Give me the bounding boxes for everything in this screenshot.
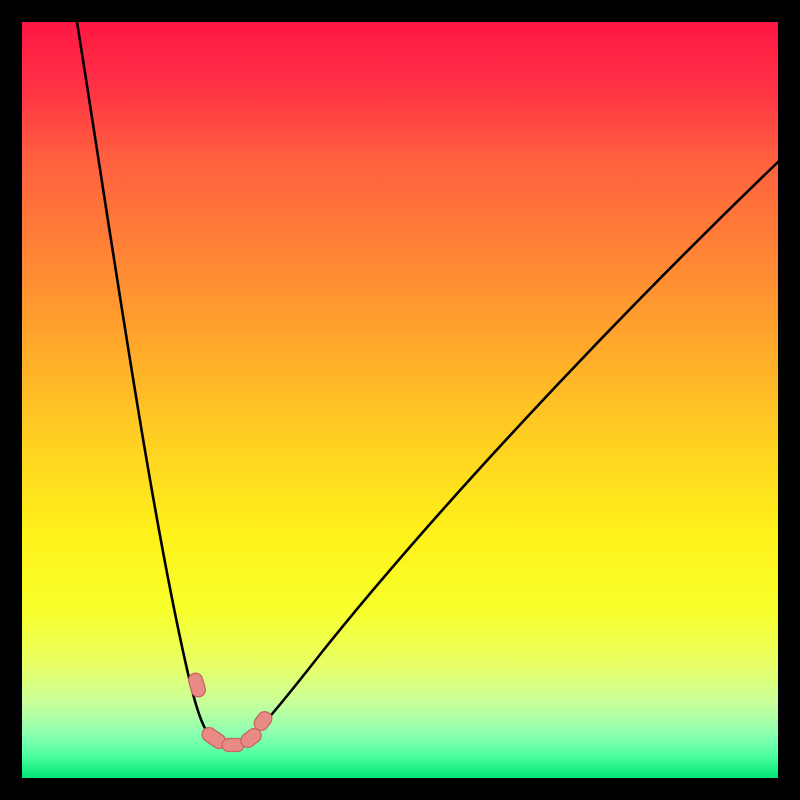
chart-frame: TheBottleneck.com bbox=[0, 0, 800, 800]
bottleneck-chart bbox=[0, 0, 800, 800]
